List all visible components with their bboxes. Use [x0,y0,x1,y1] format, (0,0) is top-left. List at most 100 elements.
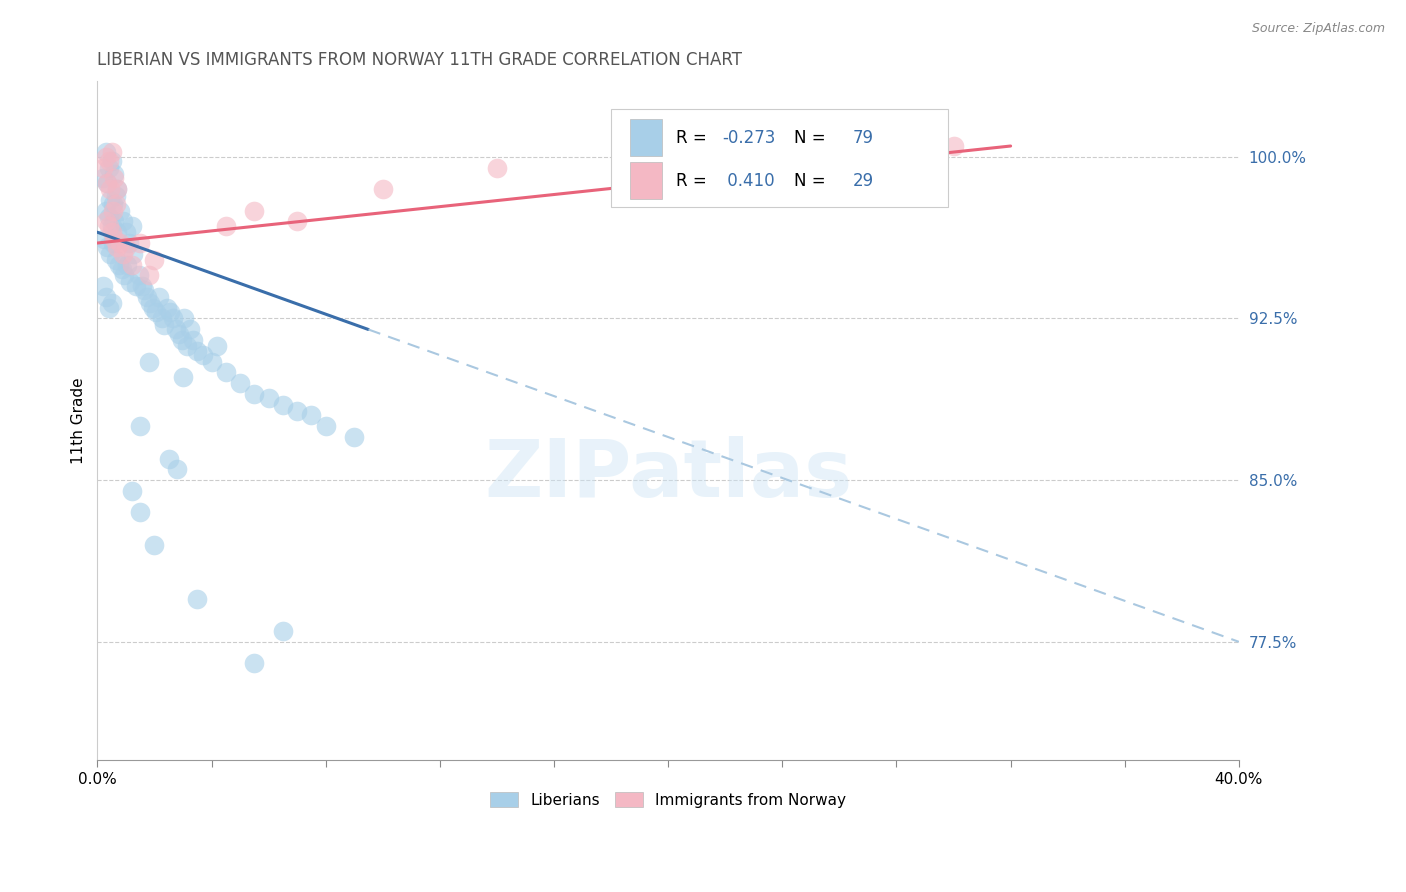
Point [257,391,280,405]
Point [167,326,190,341]
Point [162,311,184,326]
Point [93,232,115,246]
Point [153,318,176,332]
Point [100,219,122,233]
Point [121,483,143,498]
Point [105,225,128,239]
Point [100,145,122,160]
Point [343,430,366,444]
Point [97,210,120,224]
Point [271,398,294,412]
Point [205,339,228,353]
Point [129,235,152,250]
Point [98,193,121,207]
Point [94,214,117,228]
Point [115,240,138,254]
Point [105,240,128,254]
Point [105,182,128,196]
Point [100,154,122,169]
Point [200,354,222,368]
Point [181,333,204,347]
Text: N =: N = [794,128,831,146]
Point [143,253,166,268]
Point [98,247,121,261]
Point [173,311,195,326]
Point [94,203,117,218]
Point [315,419,337,434]
Text: 0.410: 0.410 [721,171,775,190]
Point [120,275,142,289]
Point [114,268,136,283]
Point [121,219,143,233]
Text: LIBERIAN VS IMMIGRANTS FROM NORWAY 11TH GRADE CORRELATION CHART: LIBERIAN VS IMMIGRANTS FROM NORWAY 11TH … [97,51,742,69]
Point [166,462,188,476]
Text: -0.273: -0.273 [721,128,775,146]
Point [271,624,294,638]
Point [115,225,138,239]
Text: R =: R = [676,171,711,190]
Point [96,176,118,190]
Point [96,176,118,190]
Point [243,657,266,671]
Point [143,538,166,552]
Text: ZIPatlas: ZIPatlas [484,436,852,514]
Point [156,301,179,315]
Point [91,161,114,175]
Legend: Liberians, Immigrants from Norway: Liberians, Immigrants from Norway [484,786,852,814]
Point [103,171,125,186]
Point [97,219,120,233]
Point [139,296,162,310]
Point [97,301,120,315]
Point [138,268,160,283]
Bar [630,162,662,199]
Point [112,247,135,261]
Point [714,145,737,160]
Point [215,219,238,233]
Point [172,369,194,384]
Point [101,235,124,250]
Point [108,235,131,250]
Point [125,279,148,293]
Point [103,214,125,228]
Point [299,409,322,423]
Point [97,154,120,169]
Point [138,354,160,368]
Point [94,290,117,304]
Point [170,333,193,347]
Y-axis label: 11th Grade: 11th Grade [72,377,86,464]
Point [101,203,124,218]
Point [121,258,143,272]
Bar [630,119,662,156]
Point [165,322,187,336]
Point [186,591,208,606]
Point [100,296,122,310]
Point [104,188,127,202]
Point [96,240,118,254]
Point [129,506,152,520]
Point [136,290,159,304]
Point [179,322,201,336]
Point [110,261,132,276]
Point [94,150,117,164]
Point [112,214,135,228]
Point [191,348,214,362]
Point [107,258,129,272]
Point [97,161,120,175]
Point [91,171,114,186]
Point [176,339,198,353]
Point [105,182,128,196]
Point [159,305,181,319]
Point [122,247,145,261]
Point [371,182,394,196]
Point [942,139,965,153]
Point [243,387,266,401]
Point [129,419,152,434]
Point [145,305,167,319]
Point [148,290,170,304]
Point [485,161,508,175]
Point [104,253,127,268]
Text: N =: N = [794,171,831,190]
Point [94,145,117,160]
Point [104,197,127,211]
Point [118,235,141,250]
